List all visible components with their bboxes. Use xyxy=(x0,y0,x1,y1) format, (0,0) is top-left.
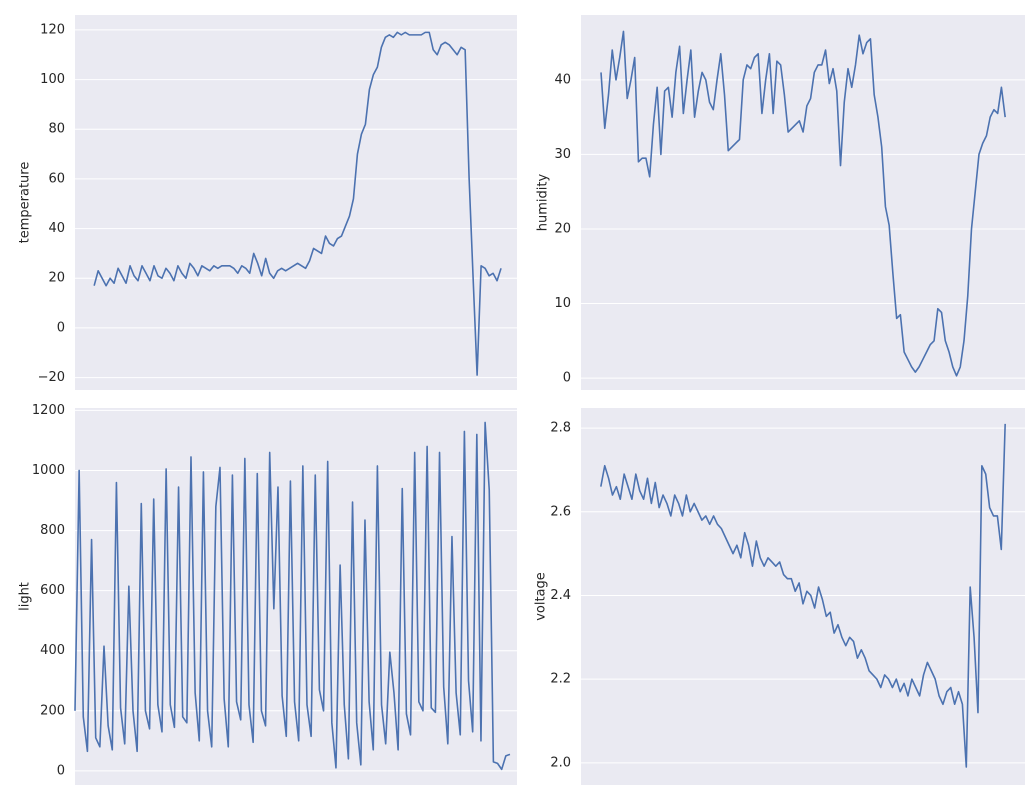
y-tick-label: 2.2 xyxy=(550,672,571,687)
y-tick-label: 2.4 xyxy=(550,588,571,603)
data-line xyxy=(93,31,502,376)
y-tick-label: 200 xyxy=(40,703,65,718)
y-tick-label: 1200 xyxy=(32,403,65,418)
y-tick-label: 100 xyxy=(40,72,65,87)
y-axis-label: humidity xyxy=(536,173,551,231)
y-tick-label: 20 xyxy=(554,221,571,236)
y-tick-label: 1000 xyxy=(32,463,65,478)
y-tick-label: 2.0 xyxy=(550,755,571,770)
y-tick-label: 40 xyxy=(48,221,65,236)
y-tick-label: 0 xyxy=(57,763,65,778)
y-axis-label: temperature xyxy=(18,162,33,244)
y-tick-label: 80 xyxy=(48,122,65,137)
y-tick-label: 600 xyxy=(40,583,65,598)
y-tick-label: 0 xyxy=(563,371,571,386)
y-tick-label: 2.8 xyxy=(550,421,571,436)
y-axis-label: light xyxy=(18,582,33,611)
plot-area xyxy=(581,15,1025,390)
y-tick-label: 400 xyxy=(40,643,65,658)
data-line xyxy=(74,421,511,771)
data-line xyxy=(600,423,1006,768)
y-tick-label: 20 xyxy=(48,271,65,286)
y-tick-label: −20 xyxy=(38,370,65,385)
y-tick-label: 120 xyxy=(40,22,65,37)
y-tick-label: 800 xyxy=(40,523,65,538)
y-tick-label: 0 xyxy=(57,320,65,335)
y-tick-label: 2.6 xyxy=(550,504,571,519)
y-tick-label: 60 xyxy=(48,171,65,186)
y-tick-label: 10 xyxy=(554,296,571,311)
plot-area xyxy=(75,15,517,390)
y-tick-label: 40 xyxy=(554,72,571,87)
plot-area xyxy=(581,408,1025,785)
y-axis-label: voltage xyxy=(534,572,549,621)
y-tick-label: 30 xyxy=(554,147,571,162)
data-line xyxy=(600,30,1006,377)
